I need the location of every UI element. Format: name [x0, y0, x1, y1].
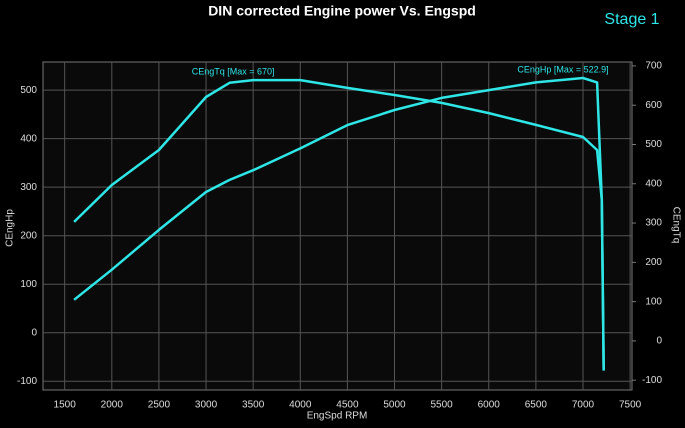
x-tick-label: 3500: [242, 400, 265, 411]
chart-title: DIN corrected Engine power Vs. Engspd: [208, 3, 476, 19]
y2-tick-label: -100: [642, 375, 662, 386]
x-tick-label: 7500: [619, 400, 642, 411]
y2-tick-label: 500: [645, 139, 662, 150]
y2-tick-label: 600: [645, 100, 662, 111]
series-label: CEngHp [Max = 522.9]: [517, 64, 608, 74]
y2-tick-label: 100: [645, 296, 662, 307]
y-tick-label: 500: [20, 85, 37, 96]
y-tick-label: -100: [17, 376, 37, 387]
series-line: [73, 76, 605, 371]
y2-tick-label: 0: [656, 336, 662, 347]
x-tick-label: 6500: [525, 400, 548, 411]
x-tick-label: 3000: [195, 400, 218, 411]
x-axis-label: EngSpd RPM: [307, 411, 368, 422]
y2-tick-label: 200: [645, 257, 662, 268]
x-tick-label: 6000: [478, 400, 501, 411]
x-tick-label: 2500: [148, 400, 171, 411]
x-tick-label: 4500: [336, 400, 359, 411]
y-tick-label: 300: [20, 182, 37, 193]
plot-area: [42, 61, 633, 391]
x-tick-label: 1500: [54, 400, 77, 411]
series-label: CEngTq [Max = 670]: [192, 66, 275, 76]
x-tick-label: 4000: [289, 400, 312, 411]
series-line: [73, 78, 605, 371]
y-tick-label: 200: [20, 230, 37, 241]
y2-tick-label: 700: [645, 61, 662, 72]
stage-label: Stage 1: [604, 11, 659, 28]
y2-tick-label: 300: [645, 218, 662, 229]
x-tick-label: 5500: [431, 400, 454, 411]
y-tick-label: 100: [20, 279, 37, 290]
x-tick-label: 2000: [101, 400, 124, 411]
x-tick-label: 5000: [383, 400, 406, 411]
y2-tick-label: 400: [645, 178, 662, 189]
y2-axis-label: CEngTq: [670, 207, 681, 244]
x-tick-label: 7000: [572, 400, 595, 411]
y-axis-label: CEngHp: [5, 209, 16, 247]
y-tick-label: 400: [20, 133, 37, 144]
y-tick-label: 0: [31, 327, 37, 338]
